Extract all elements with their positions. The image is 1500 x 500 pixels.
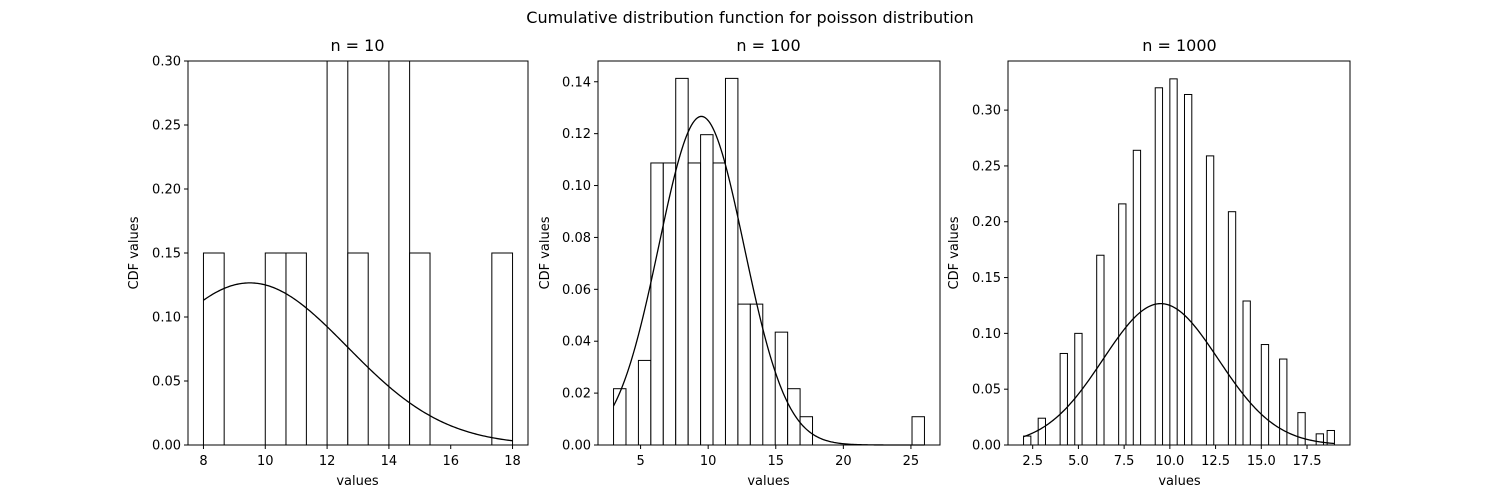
histogram-bar [1260, 344, 1270, 446]
histogram-bar [326, 60, 349, 446]
subplot-title: n = 10 [330, 36, 384, 55]
x-tick-label: 15.0 [1247, 454, 1276, 469]
histogram-bar [1205, 155, 1215, 446]
x-tick-label: 20 [835, 454, 852, 469]
histogram-bar [1169, 78, 1178, 446]
histogram-bar [388, 60, 411, 446]
x-tick-label: 5 [636, 454, 644, 469]
histogram-bar [662, 162, 677, 446]
subplot-n-1000: n = 1000 values CDF values 2.5 5.0 7.5 10.0… [947, 36, 1351, 489]
y-tick-label: 0.05 [972, 383, 1001, 398]
subplot-title: n = 100 [736, 36, 800, 55]
x-tick-label: 8 [199, 454, 207, 469]
y-tick-label: 0.06 [562, 283, 591, 298]
histogram-bar [1059, 352, 1068, 446]
histogram-bar [712, 162, 726, 446]
histogram-bar [1132, 149, 1142, 446]
x-tick-label: 15 [767, 454, 784, 469]
histogram-bar [787, 388, 801, 446]
y-tick-label: 0.02 [562, 387, 591, 402]
plot-frame [1007, 60, 1351, 446]
x-tick-label: 14 [381, 454, 398, 469]
histogram-bar [491, 252, 514, 446]
x-axis-label: values [1158, 474, 1201, 489]
y-tick-label: 0.10 [562, 179, 591, 194]
histogram-bar [409, 252, 431, 446]
x-tick-label: 2.5 [1022, 454, 1043, 469]
x-tick-label: 10 [700, 454, 717, 469]
y-tick-label: 0.00 [562, 439, 591, 454]
histogram-bar [637, 359, 652, 446]
histogram-bar [285, 252, 307, 446]
subplot-n-100: n = 100 values CDF values 5 10 15 20 25 0.00 0… [538, 36, 941, 489]
y-tick-label: 0.30 [972, 104, 1001, 119]
density-curve [1023, 302, 1335, 445]
histogram-bar [347, 252, 369, 446]
histogram-bar [700, 134, 714, 446]
y-tick-label: 0.10 [972, 327, 1001, 342]
x-tick-label: 25 [903, 454, 920, 469]
histogram-bar [911, 416, 925, 446]
y-tick-label: 0.15 [152, 247, 181, 262]
y-tick-label: 0.05 [152, 375, 181, 390]
y-tick-label: 0.10 [152, 311, 181, 326]
histogram-bar [613, 388, 627, 446]
y-tick-label: 0.15 [972, 271, 1001, 286]
histogram-bar [1242, 300, 1251, 446]
x-tick-label: 12 [319, 454, 336, 469]
y-tick-label: 0.20 [972, 215, 1001, 230]
histogram-bar [1227, 211, 1237, 446]
x-axis-label: values [336, 474, 379, 489]
x-tick-label: 16 [442, 454, 459, 469]
histogram-bar [1154, 87, 1164, 446]
x-tick-label: 7.5 [1114, 454, 1135, 469]
y-tick-label: 0.25 [152, 119, 181, 134]
y-axis-label: CDF values [947, 216, 962, 289]
y-axis-label: CDF values [127, 216, 142, 289]
histogram-bar [1297, 412, 1306, 446]
histogram-bar [650, 162, 664, 446]
figure-title: Cumulative distribution function for poi… [526, 8, 973, 27]
y-tick-label: 0.08 [562, 231, 591, 246]
y-tick-label: 0.00 [972, 439, 1001, 454]
y-axis-label: CDF values [538, 216, 553, 289]
histogram-bar [675, 77, 689, 446]
histogram-bar [799, 416, 814, 446]
histogram-bar [749, 303, 764, 446]
histogram-bar [264, 252, 287, 446]
y-tick-label: 0.14 [562, 75, 591, 90]
histogram-bar [1096, 254, 1105, 446]
histogram-bar [737, 303, 751, 446]
x-axis-label: values [747, 474, 790, 489]
subplot-n-10: n = 10 values CDF values 8 10 12 14 16 18 0.00… [127, 36, 529, 489]
x-tick-label: 10.0 [1155, 454, 1184, 469]
y-tick-label: 0.30 [152, 55, 181, 70]
subplot-title: n = 1000 [1142, 36, 1216, 55]
x-tick-label: 18 [504, 454, 521, 469]
y-tick-label: 0.00 [152, 439, 181, 454]
x-tick-label: 12.5 [1201, 454, 1230, 469]
y-tick-label: 0.25 [972, 159, 1001, 174]
density-curve [203, 282, 513, 442]
histogram-bar [687, 162, 702, 446]
x-tick-label: 17.5 [1293, 454, 1322, 469]
plot-frame [597, 60, 941, 446]
y-tick-label: 0.04 [562, 335, 591, 350]
x-tick-label: 10 [257, 454, 274, 469]
histogram-bar [1315, 433, 1324, 446]
x-tick-label: 5.0 [1068, 454, 1089, 469]
y-tick-label: 0.20 [152, 183, 181, 198]
histogram-bar [724, 77, 739, 446]
histogram-bar [1023, 435, 1032, 446]
histogram-bar [1183, 93, 1193, 446]
histogram-bar [1118, 203, 1127, 446]
y-tick-label: 0.12 [562, 127, 591, 142]
histogram-bar [1074, 332, 1083, 446]
histogram-bar [1037, 417, 1046, 446]
histogram-bar [202, 252, 225, 446]
